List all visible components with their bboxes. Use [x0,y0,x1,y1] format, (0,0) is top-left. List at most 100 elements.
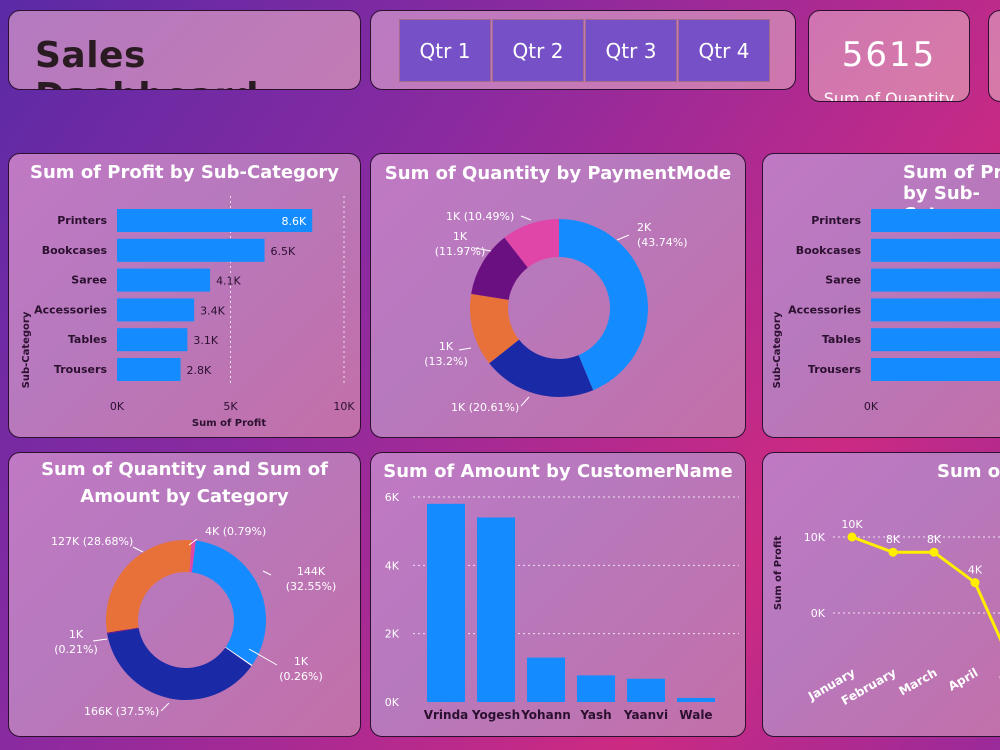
quarter-slicer: Qtr 1 Qtr 2 Qtr 3 Qtr 4 [370,10,796,90]
data-label: 3.4K [200,304,225,317]
bar [117,298,195,322]
data-label: 1K [439,340,454,353]
x-tick-label: Ma [997,665,1000,687]
data-label: 8K [886,533,901,546]
data-label: (32.55%) [286,580,337,593]
category-label: Tables [68,333,108,346]
leader-line [92,638,108,642]
y-tick-label: 2K [385,628,400,641]
y-tick-label: 10K [804,531,826,544]
data-label: 3.1K [193,334,218,347]
data-label: 8.6K [282,215,307,228]
data-label: (13.2%) [424,355,468,368]
category-label: Saree [825,274,861,287]
customer-bar-chart: 0K 2K 4K 6K Vrinda Yogesh Yohann Yash Yaanvi Wale [385,491,739,722]
category-label: Yogesh [471,708,520,722]
qtr-4-button[interactable]: Qtr 4 [678,19,770,82]
bar [871,268,1000,292]
category-label: Yaanvi [623,708,668,722]
chart-title-line2: Amount by Category [80,486,289,507]
profit-bar-chart-2: Sub-Category 0K Printers Bookcases Saree Ac… [772,209,1000,413]
bar [871,298,1000,322]
data-label: 166K (37.5%) [84,705,159,718]
data-point [847,532,857,542]
x-tick-label: 5K [223,400,238,413]
data-label: (43.74%) [637,236,688,249]
qtr-1-button[interactable]: Qtr 1 [399,19,491,82]
leader-line [248,648,278,666]
data-label: 2K [637,221,652,234]
leader-line [458,347,472,351]
category-label: Vrinda [424,708,469,722]
leader-line [520,396,530,407]
data-label: (0.26%) [279,670,323,683]
quantity-by-paymentmode-card: Sum of Quantity by PaymentMode 2K (43.74%… [370,153,746,438]
category-label: Bookcases [796,244,862,257]
category-label: Bookcases [42,244,108,257]
data-label: 6.5K [271,245,296,258]
qtr-3-button[interactable]: Qtr 3 [585,19,677,82]
data-point [970,578,980,588]
data-label: 4K [968,564,983,577]
x-tick-label: 0K [110,400,125,413]
data-label: (11.97%) [435,245,486,258]
y-tick-label: 0K [811,607,826,620]
chart-title-line1: Sum of Quantity and Sum of [41,459,328,480]
bar [117,209,313,232]
donut-slice [471,237,528,300]
category-label: Printers [57,214,107,227]
kpi-card-2 [988,10,1000,102]
bar [117,268,211,292]
bar [117,328,188,352]
x-tick-0: 0K [864,400,879,413]
payment-donut-chart: 2K (43.74%) 1K (20.61%) 1K (13.2%) 1K (11.97%)… [424,210,688,414]
data-label: 8K [927,533,942,546]
donut-slice [107,628,252,700]
leader-line [520,215,532,221]
title-card: Sales Dashboard [8,10,361,90]
bar [477,517,515,702]
category-donut-chart: 144K (32.55%) 1K (0.26%) 166K (37.5%) 1K (0.21… [51,525,337,718]
bar [871,358,1000,381]
category-label: Yohann [520,708,571,722]
y-tick-label: 0K [385,696,400,709]
y-tick-label: 6K [385,491,400,504]
donut-slice [504,219,559,268]
data-point [929,547,939,557]
bar [117,358,181,381]
data-label: 1K [294,655,309,668]
bar [627,678,665,702]
kpi-label: Sum of Quantity [823,89,955,102]
bar [871,328,1000,352]
leader-line [616,234,630,241]
leader-line [160,702,170,712]
bar [117,238,265,262]
kpi-value: 5615 [841,35,937,75]
chart-title: Sum of Quantity by PaymentMode [384,163,732,184]
leader-line [474,247,492,252]
data-label: 1K (20.61%) [451,401,519,414]
data-label: 144K [297,565,326,578]
data-label: 4K (0.79%) [205,525,266,538]
page-title: Sales Dashboard [35,35,259,89]
bar [871,209,1000,232]
kpi-card: 5615 Sum of Quantity [808,10,970,102]
category-label: Printers [811,214,861,227]
category-label: Wale [679,708,712,722]
series-line [851,535,1000,642]
category-label: Accessories [788,303,861,316]
chart-title: Sum of Profit by Sub-Category [30,162,339,183]
data-label: 127K (28.68%) [51,535,133,548]
donut-slice [191,540,266,665]
donut-slice [189,540,196,573]
chart-title: Sum of Amount by CustomerName [383,461,733,482]
data-label: 10K [841,518,863,531]
bar [527,657,565,702]
leader-line [188,538,198,546]
bar [577,675,615,702]
bar [427,503,465,702]
qtr-2-button[interactable]: Qtr 2 [492,19,584,82]
category-label: Tables [822,333,862,346]
y-axis-label: Sub-Category [772,311,783,388]
